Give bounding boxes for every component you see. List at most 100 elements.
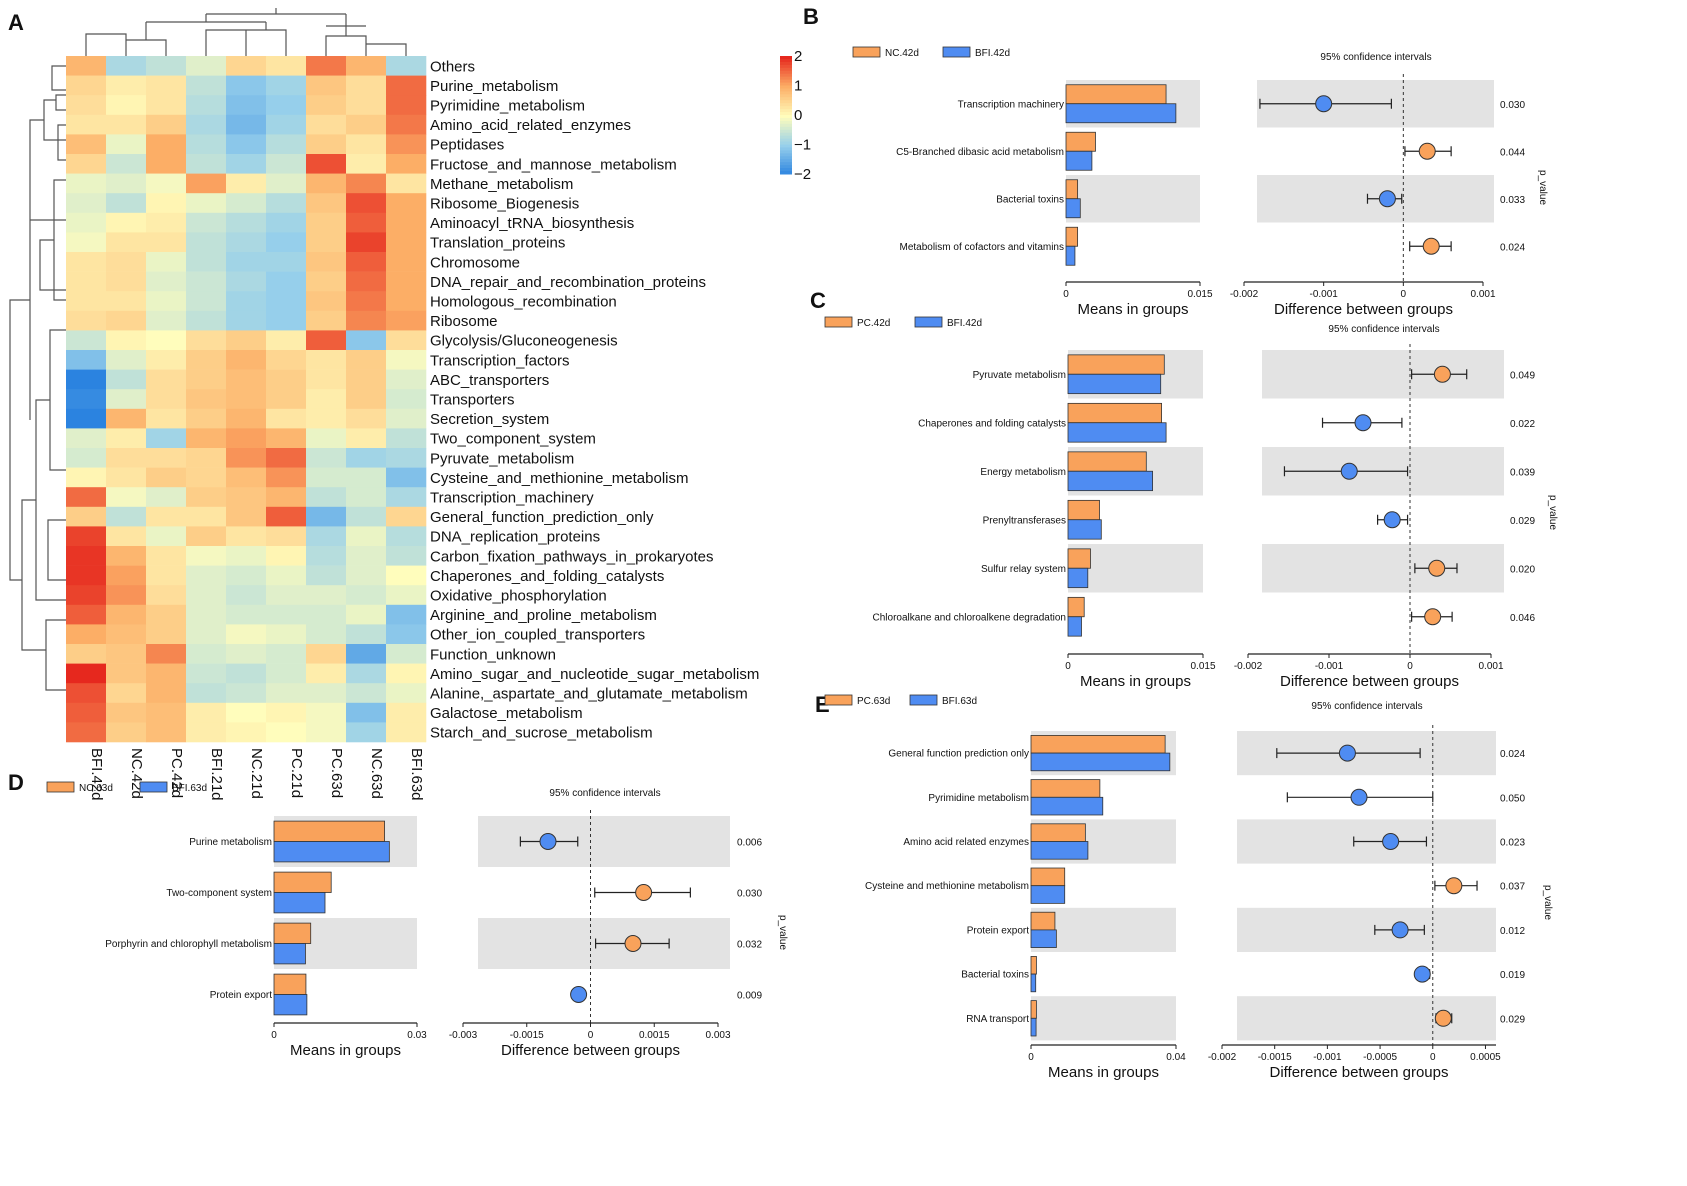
bar-group-b xyxy=(1065,198,1081,219)
color-scale-tick-label: 2 xyxy=(794,48,802,65)
heatmap-cell xyxy=(306,114,347,135)
feature-label: Two-component system xyxy=(166,888,272,899)
ci-title: 95% confidence intervals xyxy=(1328,324,1439,335)
feature-label: Sulfur relay system xyxy=(981,564,1066,575)
color-scale-segment xyxy=(780,94,792,98)
legend-swatch-a xyxy=(824,694,853,706)
heatmap-cell xyxy=(306,428,347,449)
p-value: 0.022 xyxy=(1510,419,1535,430)
feature-label: Energy metabolism xyxy=(980,467,1066,478)
heatmap-cell xyxy=(386,75,427,96)
feature-label: Pyrimidine metabolism xyxy=(928,793,1029,804)
row-band xyxy=(1066,175,1200,223)
stamp-panel-e: PC.63d BFI.63d 95% confidence intervals Gen… xyxy=(824,694,1553,1081)
feature-label: C5-Branched dibasic acid metabolism xyxy=(896,147,1064,158)
heatmap-cell xyxy=(226,624,267,645)
heatmap-cell xyxy=(226,193,267,214)
bar-axis-tick-label: 0.015 xyxy=(1190,661,1215,672)
heatmap-row-label: Glycolysis/Gluconeogenesis xyxy=(430,333,618,350)
bar-group-a xyxy=(1030,735,1166,754)
p-value: 0.033 xyxy=(1500,195,1525,206)
heatmap-cell xyxy=(186,722,227,743)
ci-title: 95% confidence intervals xyxy=(1311,701,1422,712)
heatmap-cell xyxy=(306,604,347,625)
color-scale-segment xyxy=(780,150,792,154)
heatmap-cell xyxy=(186,212,227,233)
heatmap-cell xyxy=(66,271,107,292)
heatmap-cell xyxy=(306,271,347,292)
heatmap-cell xyxy=(386,604,427,625)
heatmap-cell xyxy=(186,702,227,723)
heatmap-cell xyxy=(306,546,347,566)
heatmap-cell xyxy=(186,350,227,370)
heatmap-cell xyxy=(306,212,347,233)
heatmap-cell xyxy=(346,624,387,645)
heatmap-cell xyxy=(66,506,107,527)
heatmap-cell xyxy=(186,389,227,410)
heatmap-row-label: Ribosome xyxy=(430,313,498,330)
heatmap-cell xyxy=(226,408,267,429)
heatmap-cell xyxy=(186,526,227,547)
heatmap-cell xyxy=(66,252,107,272)
color-scale-segment xyxy=(780,138,792,143)
heatmap-cell xyxy=(226,604,267,625)
heatmap-cell xyxy=(106,565,147,586)
heatmap-cell xyxy=(106,95,147,116)
feature-label: Bacterial toxins xyxy=(996,194,1064,205)
p-value: 0.020 xyxy=(1510,564,1535,575)
bar-group-b xyxy=(273,943,306,965)
heatmap-cell xyxy=(146,644,187,664)
heatmap-cell xyxy=(186,467,227,488)
heatmap-row-label: Translation_proteins xyxy=(430,235,565,252)
difference-point xyxy=(1378,190,1396,208)
heatmap-cell xyxy=(106,330,147,351)
heatmap-cell xyxy=(266,546,307,566)
heatmap-cell xyxy=(106,271,147,292)
heatmap-row-label: Chaperones_and_folding_catalysts xyxy=(430,568,664,585)
heatmap-cell xyxy=(66,193,107,214)
color-scale-segment xyxy=(780,141,792,145)
color-scale-segment xyxy=(780,115,792,119)
heatmap-cell xyxy=(186,448,227,468)
heatmap-cell xyxy=(186,134,227,155)
difference-point xyxy=(1433,365,1451,383)
bar-group-a xyxy=(1065,179,1079,200)
bar-group-a xyxy=(1067,451,1147,472)
heatmap-cell xyxy=(66,448,107,468)
heatmap-cell xyxy=(266,56,307,76)
heatmap-cell xyxy=(186,330,227,351)
heatmap-cell xyxy=(346,193,387,214)
heatmap-cell xyxy=(346,644,387,664)
heatmap-cell xyxy=(306,75,347,96)
heatmap-row-label: Oxidative_phosphorylation xyxy=(430,587,607,604)
bar-axis-tick-label: 0.015 xyxy=(1187,289,1212,300)
p-value-label: p_value xyxy=(777,915,788,950)
color-scale-segment xyxy=(780,171,792,175)
heatmap-cell xyxy=(306,467,347,488)
heatmap-cell xyxy=(146,663,187,684)
heatmap-cell xyxy=(66,683,107,704)
heatmap-column-label: NC.63d xyxy=(368,748,385,799)
heatmap-cell xyxy=(146,173,187,194)
color-scale-segment xyxy=(780,147,792,151)
diff-axis-tick-label: -0.002 xyxy=(1208,1052,1237,1063)
diff-axis-tick-label: -0.001 xyxy=(1315,661,1344,672)
heatmap-cell xyxy=(266,487,307,508)
bar-group-b xyxy=(1067,373,1162,395)
heatmap-cell xyxy=(226,134,267,155)
difference-point xyxy=(1445,877,1463,895)
heatmap-cell xyxy=(186,565,227,586)
heatmap-cell xyxy=(346,252,387,272)
heatmap-row-label: Carbon_fixation_pathways_in_prokaryotes xyxy=(430,548,714,565)
heatmap-row-label: Other_ion_coupled_transporters xyxy=(430,627,645,644)
bar-group-b xyxy=(1065,245,1076,266)
heatmap-cell xyxy=(386,663,427,684)
heatmap-cell xyxy=(186,154,227,174)
color-scale-segment xyxy=(780,100,792,104)
legend-swatch-b xyxy=(942,46,971,58)
heatmap-cell xyxy=(346,134,387,155)
bar-group-b xyxy=(1030,796,1104,816)
color-scale-segment xyxy=(780,58,792,63)
heatmap-cell xyxy=(386,428,427,449)
